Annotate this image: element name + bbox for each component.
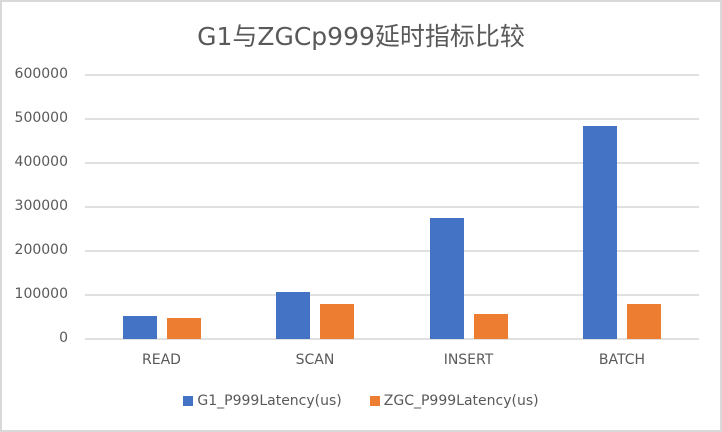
legend-item-g1: G1_P999Latency(us)	[183, 393, 342, 409]
y-tick-label: 100000	[14, 285, 68, 302]
y-tick-label: 600000	[14, 65, 68, 82]
x-tick-label: INSERT	[443, 352, 494, 368]
gridline	[85, 249, 699, 252]
bar-batch-g1	[583, 125, 618, 339]
bar-insert-zgc	[473, 314, 508, 339]
gridline	[85, 73, 699, 76]
x-tick-label: SCAN	[295, 352, 335, 368]
gridline	[85, 205, 699, 208]
gridline	[85, 161, 699, 164]
bar-scan-g1	[276, 291, 311, 339]
bar-scan-zgc	[320, 303, 355, 339]
y-tick-label: 500000	[14, 109, 68, 126]
legend-swatch-zgc	[369, 396, 380, 406]
legend-swatch-g1	[183, 396, 194, 406]
bar-batch-zgc	[627, 303, 662, 339]
gridline	[85, 293, 699, 296]
gridline	[85, 117, 699, 120]
x-tick-label: BATCH	[598, 352, 646, 368]
legend-item-zgc: ZGC_P999Latency(us)	[369, 393, 539, 409]
chart-title: G1与ZGCp999延时指标比较	[197, 22, 525, 51]
legend: G1_P999Latency(us) ZGC_P999Latency(us)	[0, 393, 722, 409]
legend-label-zgc: ZGC_P999Latency(us)	[383, 393, 539, 409]
x-tick-label: READ	[142, 352, 181, 368]
y-tick-label: 200000	[14, 241, 68, 258]
bar-insert-g1	[429, 218, 464, 339]
bar-read-g1	[122, 315, 157, 339]
y-tick-label: 400000	[14, 153, 68, 170]
y-tick-label: 0	[59, 329, 68, 346]
legend-label-g1: G1_P999Latency(us)	[197, 393, 342, 409]
bar-read-zgc	[166, 317, 201, 339]
gridline	[85, 337, 699, 340]
y-tick-label: 300000	[14, 197, 68, 214]
